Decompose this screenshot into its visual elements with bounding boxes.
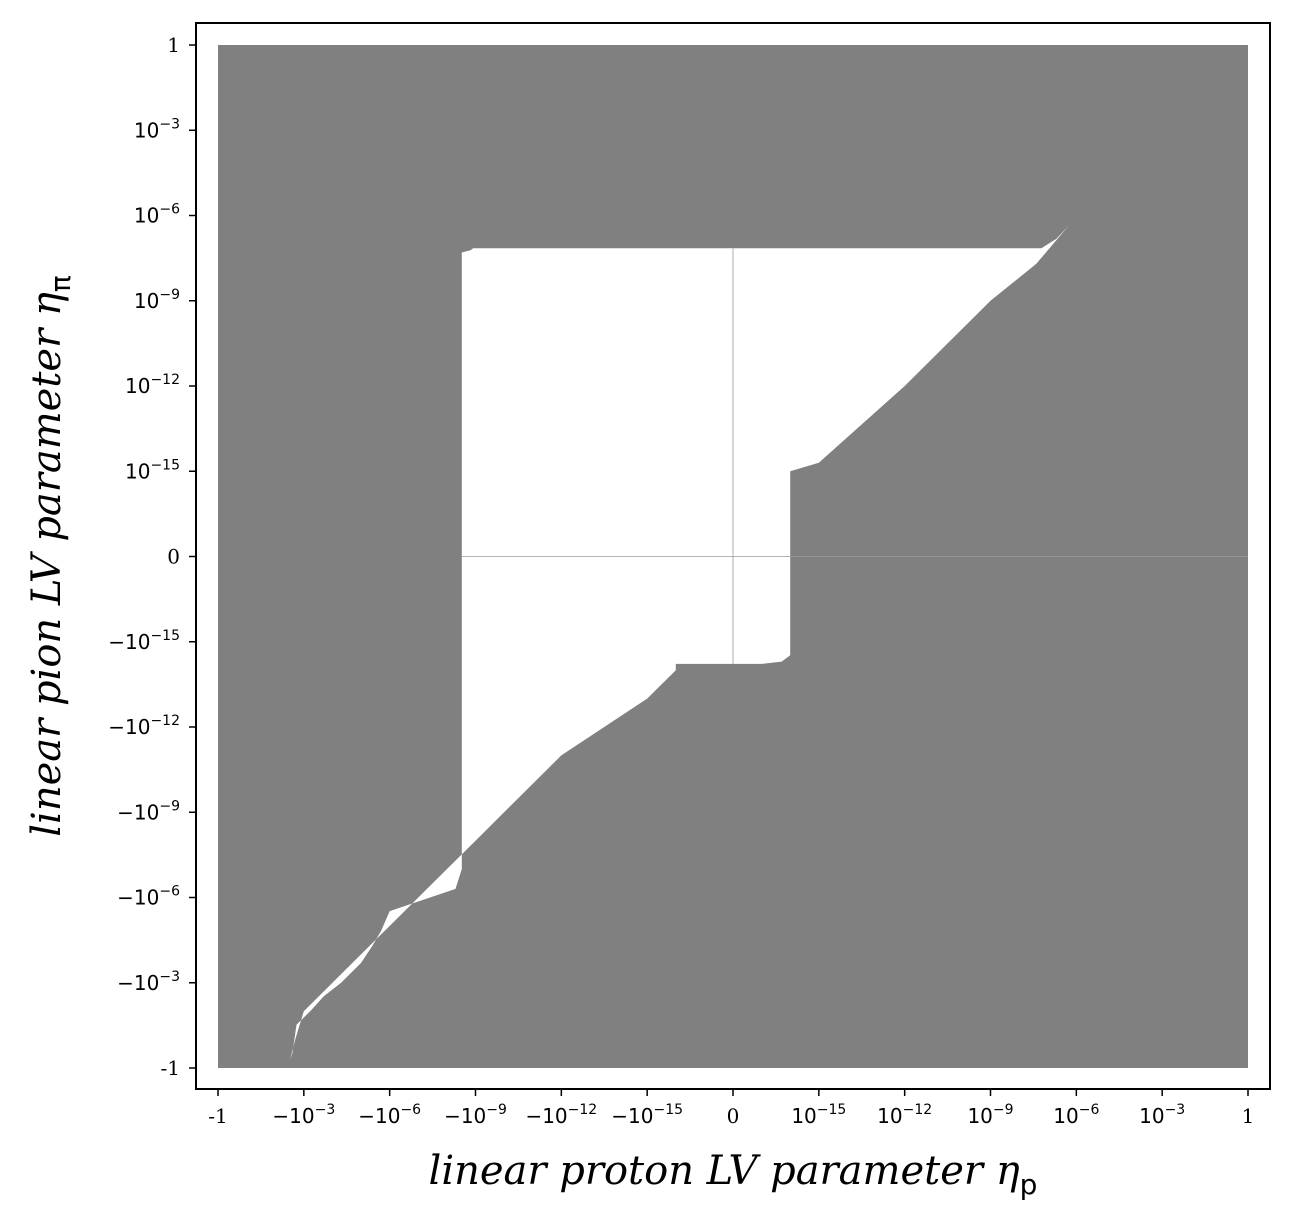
y-tick-label: 10−15 xyxy=(125,457,180,483)
y-axis-title: linear pion LV parameter ηπ xyxy=(24,275,77,837)
y-tick-label: 1 xyxy=(167,33,180,57)
y-tick-label: −10−9 xyxy=(117,798,180,824)
x-tick-label: 1 xyxy=(1242,1104,1255,1128)
x-tick-label: 10−15 xyxy=(791,1102,846,1128)
y-tick-label: 10−9 xyxy=(134,287,180,313)
y-tick-label: 10−6 xyxy=(134,202,180,228)
x-axis-title: linear proton LV parameter ηp xyxy=(429,1148,1038,1201)
y-tick-label: 10−3 xyxy=(134,116,180,142)
y-tick-label: −10−12 xyxy=(108,713,180,739)
x-tick-label: 10−6 xyxy=(1053,1102,1099,1128)
x-axis-ticks: -1 −10−3 −10−6 −10−9 −10−12 −10−15 0 10−15 10−12… xyxy=(208,1089,1254,1128)
y-axis-title-symbol: η xyxy=(24,292,70,316)
y-tick-label: 0 xyxy=(167,545,180,569)
y-axis-title-subscript: π xyxy=(44,275,77,292)
x-tick-label: −10−3 xyxy=(272,1102,335,1128)
x-tick-label: 0 xyxy=(727,1104,740,1128)
x-tick-label: 10−12 xyxy=(877,1102,932,1128)
y-tick-label: 10−12 xyxy=(125,372,180,398)
y-tick-label: −10−3 xyxy=(117,969,180,995)
y-tick-label: −10−6 xyxy=(117,884,180,910)
x-axis-title-text: linear proton LV parameter xyxy=(429,1148,986,1194)
y-axis-title-text: linear pion LV parameter xyxy=(24,326,70,837)
x-tick-label: −10−6 xyxy=(358,1102,421,1128)
x-tick-label: −10−12 xyxy=(525,1102,597,1128)
x-axis-title-symbol: η xyxy=(996,1148,1020,1194)
x-tick-label: 10−9 xyxy=(967,1102,1013,1128)
x-tick-label: -1 xyxy=(208,1104,227,1128)
y-axis-ticks: 1 10−3 10−6 10−9 10−12 10−15 0 −10−15 −10−12 −10−… xyxy=(108,33,196,1080)
x-tick-label: −10−9 xyxy=(444,1102,507,1128)
y-tick-label: -1 xyxy=(161,1056,180,1080)
x-tick-label: −10−15 xyxy=(611,1102,683,1128)
y-tick-label: −10−15 xyxy=(108,628,180,654)
x-axis-title-subscript: p xyxy=(1020,1168,1038,1201)
x-tick-label: 10−3 xyxy=(1139,1102,1185,1128)
